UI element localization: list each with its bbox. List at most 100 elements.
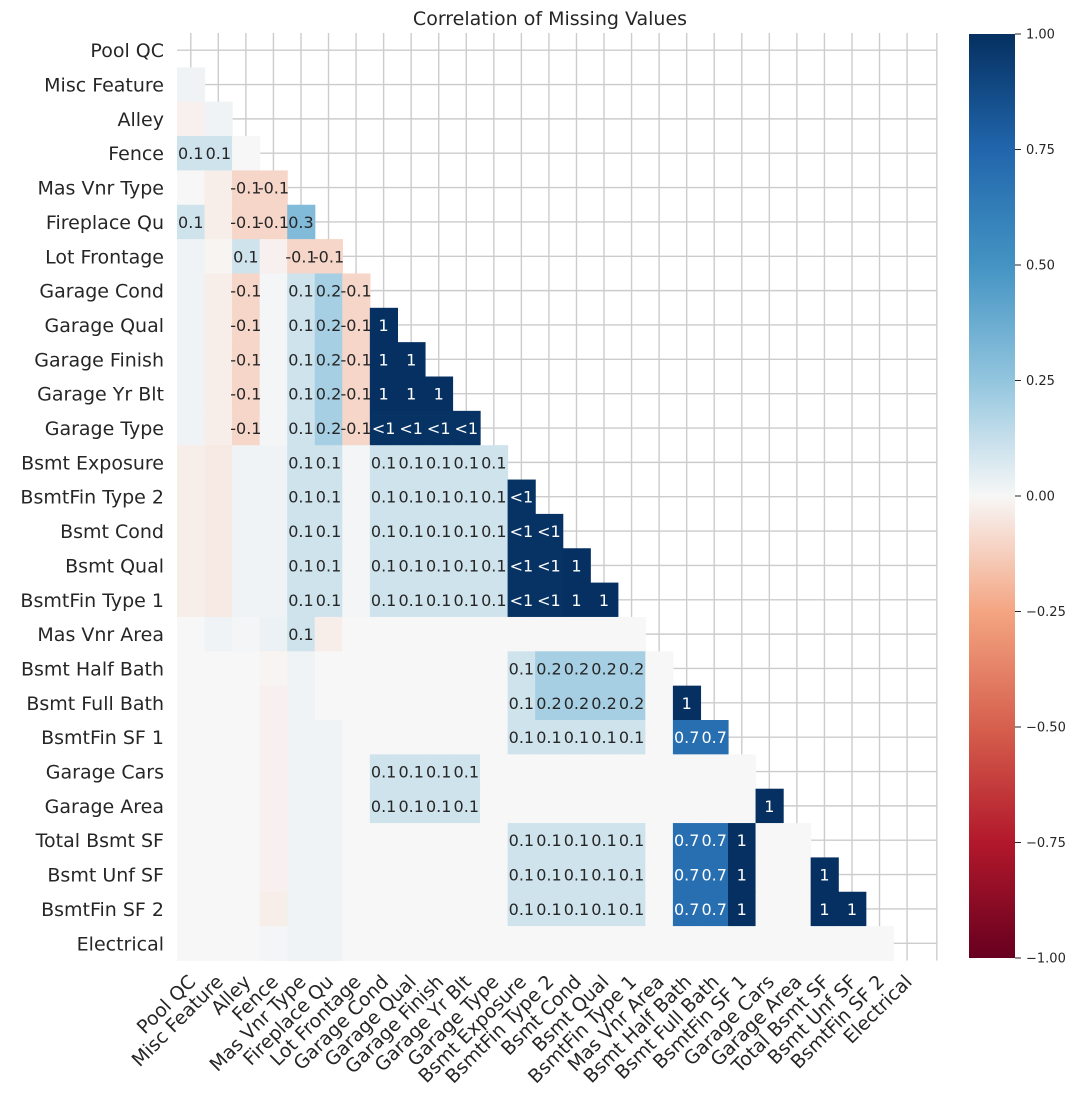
heatmap-cell [177, 101, 206, 137]
cell-annotation: -0.1 [313, 247, 344, 266]
heatmap-cell [259, 479, 288, 515]
y-axis-labels: Pool QC Misc Feature Alley Fence Mas Vnr Typ… [20, 40, 164, 955]
cell-annotation: 0.7 [701, 831, 726, 850]
heatmap-cell [204, 479, 233, 515]
heatmap-cell [480, 788, 509, 824]
cell-annotation: 1 [571, 556, 581, 575]
cell-annotation: 0.2 [536, 694, 561, 713]
heatmap-cell [562, 857, 591, 893]
cell-annotation: 0.1 [509, 694, 534, 713]
cell-annotation: 0.7 [701, 900, 726, 919]
heatmap-cell [314, 239, 343, 275]
heatmap-cell [755, 891, 784, 927]
heatmap-cell [204, 170, 233, 206]
heatmap-cell [535, 548, 564, 584]
heatmap-cell [728, 926, 757, 962]
heatmap-cell [810, 926, 839, 962]
cell-annotation: 0.2 [564, 659, 589, 678]
heatmap-cell [232, 685, 261, 721]
cell-annotation: 0.1 [371, 453, 396, 472]
heatmap-cell [397, 616, 426, 652]
heatmap-cell [397, 685, 426, 721]
heatmap-cell [645, 685, 674, 721]
heatmap-cell [645, 926, 674, 962]
heatmap-cell [342, 616, 371, 652]
cell-annotation: -0.1 [285, 247, 316, 266]
heatmap-cell [204, 410, 233, 446]
heatmap-cell [672, 891, 702, 927]
cell-annotation: 0.1 [371, 488, 396, 507]
heatmap-cell [369, 754, 398, 790]
cell-annotation: <1 [427, 419, 451, 438]
heatmap-cell [204, 720, 233, 755]
cell-annotation: 0.1 [288, 282, 313, 301]
cell-annotation: 1 [682, 694, 692, 713]
heatmap-cell [617, 891, 646, 927]
cell-annotation: <1 [372, 419, 396, 438]
heatmap-cell [480, 445, 509, 481]
heatmap-cell [342, 513, 371, 549]
heatmap-cell [617, 616, 646, 652]
cell-annotation: 0.1 [371, 797, 396, 816]
cell-annotation: 0.1 [288, 453, 313, 472]
heatmap-cell [314, 445, 343, 481]
heatmap-cell [342, 273, 371, 309]
heatmap-cell [535, 823, 564, 858]
cell-annotation: 0.1 [481, 453, 506, 472]
heatmap-cell [342, 445, 371, 481]
heatmap-cell [507, 582, 536, 618]
heatmap-cell [452, 891, 481, 927]
heatmap-cell [452, 685, 481, 721]
heatmap-cell [645, 720, 674, 755]
heatmap-cell [314, 823, 343, 858]
cell-annotation: 0.2 [316, 385, 341, 404]
heatmap-cell [424, 926, 454, 962]
heatmap-cell [369, 616, 398, 652]
cell-annotation: 0.1 [178, 144, 203, 163]
cell-annotation: <1 [510, 556, 534, 575]
cell-annotation: 0.1 [288, 350, 313, 369]
heatmap-cell [232, 239, 261, 275]
heatmap-cell [232, 342, 261, 378]
heatmap-cell [259, 891, 288, 927]
heatmap-cell [590, 823, 619, 858]
heatmap-cell [177, 204, 206, 240]
cell-annotation: -0.1 [340, 282, 371, 301]
heatmap-cell [535, 582, 564, 618]
heatmap-cell [590, 891, 619, 927]
heatmap-cell [700, 926, 729, 962]
heatmap-cell [259, 754, 288, 790]
heatmap-cell [645, 788, 674, 824]
heatmap-cell [204, 445, 233, 481]
y-tick-label: Garage Qual [44, 315, 164, 337]
cell-annotation: <1 [510, 488, 534, 507]
heatmap-cell [287, 307, 316, 343]
cell-annotation: <1 [454, 419, 478, 438]
cell-annotation: 0.1 [206, 144, 231, 163]
cell-annotation: 0.2 [564, 694, 589, 713]
heatmap-cell [507, 479, 536, 515]
heatmap-cell [452, 513, 481, 549]
cell-annotation: 1 [434, 385, 444, 404]
heatmap-cell [480, 720, 509, 755]
heatmap-cell [342, 788, 371, 824]
heatmap-cell [342, 857, 371, 893]
heatmap-cell [590, 926, 619, 962]
cell-annotation: 0.1 [591, 866, 616, 885]
heatmap-cell [369, 926, 398, 962]
cell-annotation: -0.1 [230, 213, 261, 232]
heatmap-cell [314, 651, 343, 687]
heatmap-cell [177, 136, 206, 171]
heatmap-cell [590, 788, 619, 824]
cell-annotation: 0.1 [564, 831, 589, 850]
heatmap-cell [259, 720, 288, 755]
heatmap-cell [204, 582, 233, 618]
heatmap-cell [397, 548, 426, 584]
heatmap-cell [259, 823, 288, 858]
heatmap-cell [232, 513, 261, 549]
heatmap-cell [204, 548, 233, 584]
heatmap-cell [617, 754, 646, 790]
heatmap-cell [342, 479, 371, 515]
heatmap-cell [369, 376, 398, 412]
